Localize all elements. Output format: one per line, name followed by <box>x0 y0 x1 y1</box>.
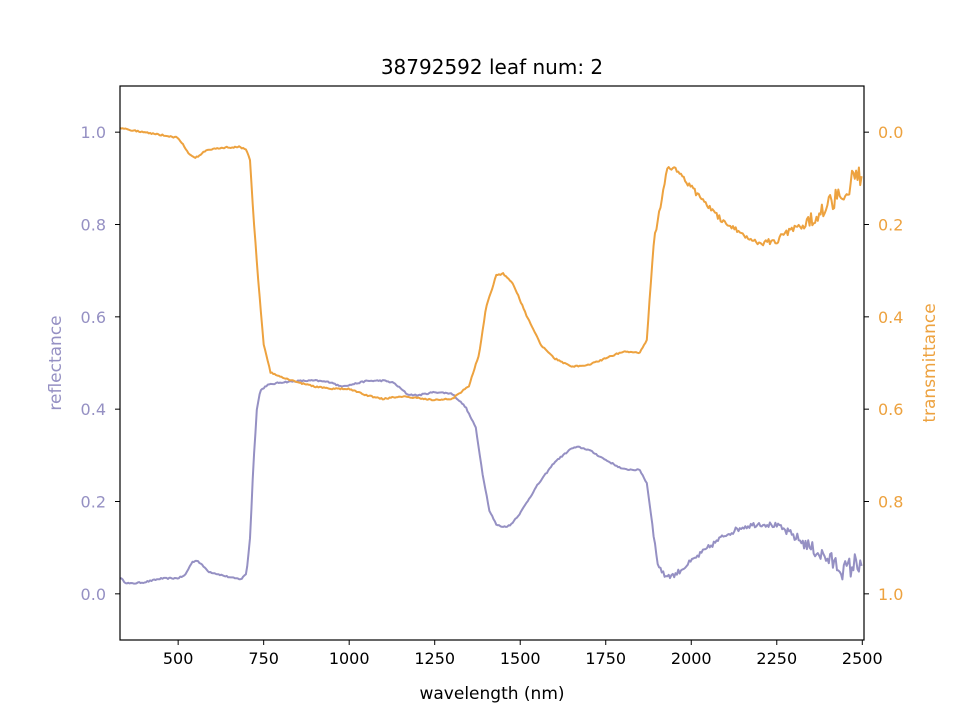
y-right-tick-label: 0.4 <box>878 308 903 327</box>
y-axis-right: 0.0 0.2 0.4 0.6 0.8 1.0 <box>864 123 903 604</box>
x-tick-label: 500 <box>163 649 194 668</box>
y-axis-label-right: transmittance <box>920 303 940 422</box>
y-left-tick-label: 1.0 <box>81 123 106 142</box>
y-right-tick-label: 0.0 <box>878 123 903 142</box>
plot-frame <box>119 85 865 641</box>
y-right-tick-label: 0.6 <box>878 400 903 419</box>
series-layer <box>119 127 863 585</box>
y-left-tick-label: 0.2 <box>81 493 106 512</box>
y-axis-label-left: reflectance <box>46 315 66 410</box>
x-axis-label: wavelength (nm) <box>419 684 564 704</box>
transmittance-line <box>119 127 863 402</box>
x-tick-label: 1250 <box>414 649 455 668</box>
y-right-tick-label: 1.0 <box>878 585 903 604</box>
chart-title: 38792592 leaf num: 2 <box>381 55 603 79</box>
y-axis-left: 0.0 0.2 0.4 0.6 0.8 1.0 <box>81 123 120 604</box>
y-left-tick-label: 0.6 <box>81 308 106 327</box>
x-tick-label: 1750 <box>585 649 626 668</box>
y-left-tick-label: 0.0 <box>81 585 106 604</box>
x-tick-label: 750 <box>248 649 279 668</box>
y-right-tick-label: 0.8 <box>878 493 903 512</box>
reflectance-line <box>119 379 863 585</box>
x-tick-label: 1500 <box>500 649 541 668</box>
x-tick-label: 1000 <box>329 649 370 668</box>
y-right-tick-label: 0.2 <box>878 216 903 235</box>
x-tick-label: 2250 <box>756 649 797 668</box>
y-left-tick-label: 0.4 <box>81 400 106 419</box>
x-tick-label: 2000 <box>671 649 712 668</box>
x-tick-label: 2500 <box>842 649 883 668</box>
x-axis: 500 750 1000 1250 1500 1750 2000 2250 2500 <box>163 640 883 668</box>
y-left-tick-label: 0.8 <box>81 216 106 235</box>
